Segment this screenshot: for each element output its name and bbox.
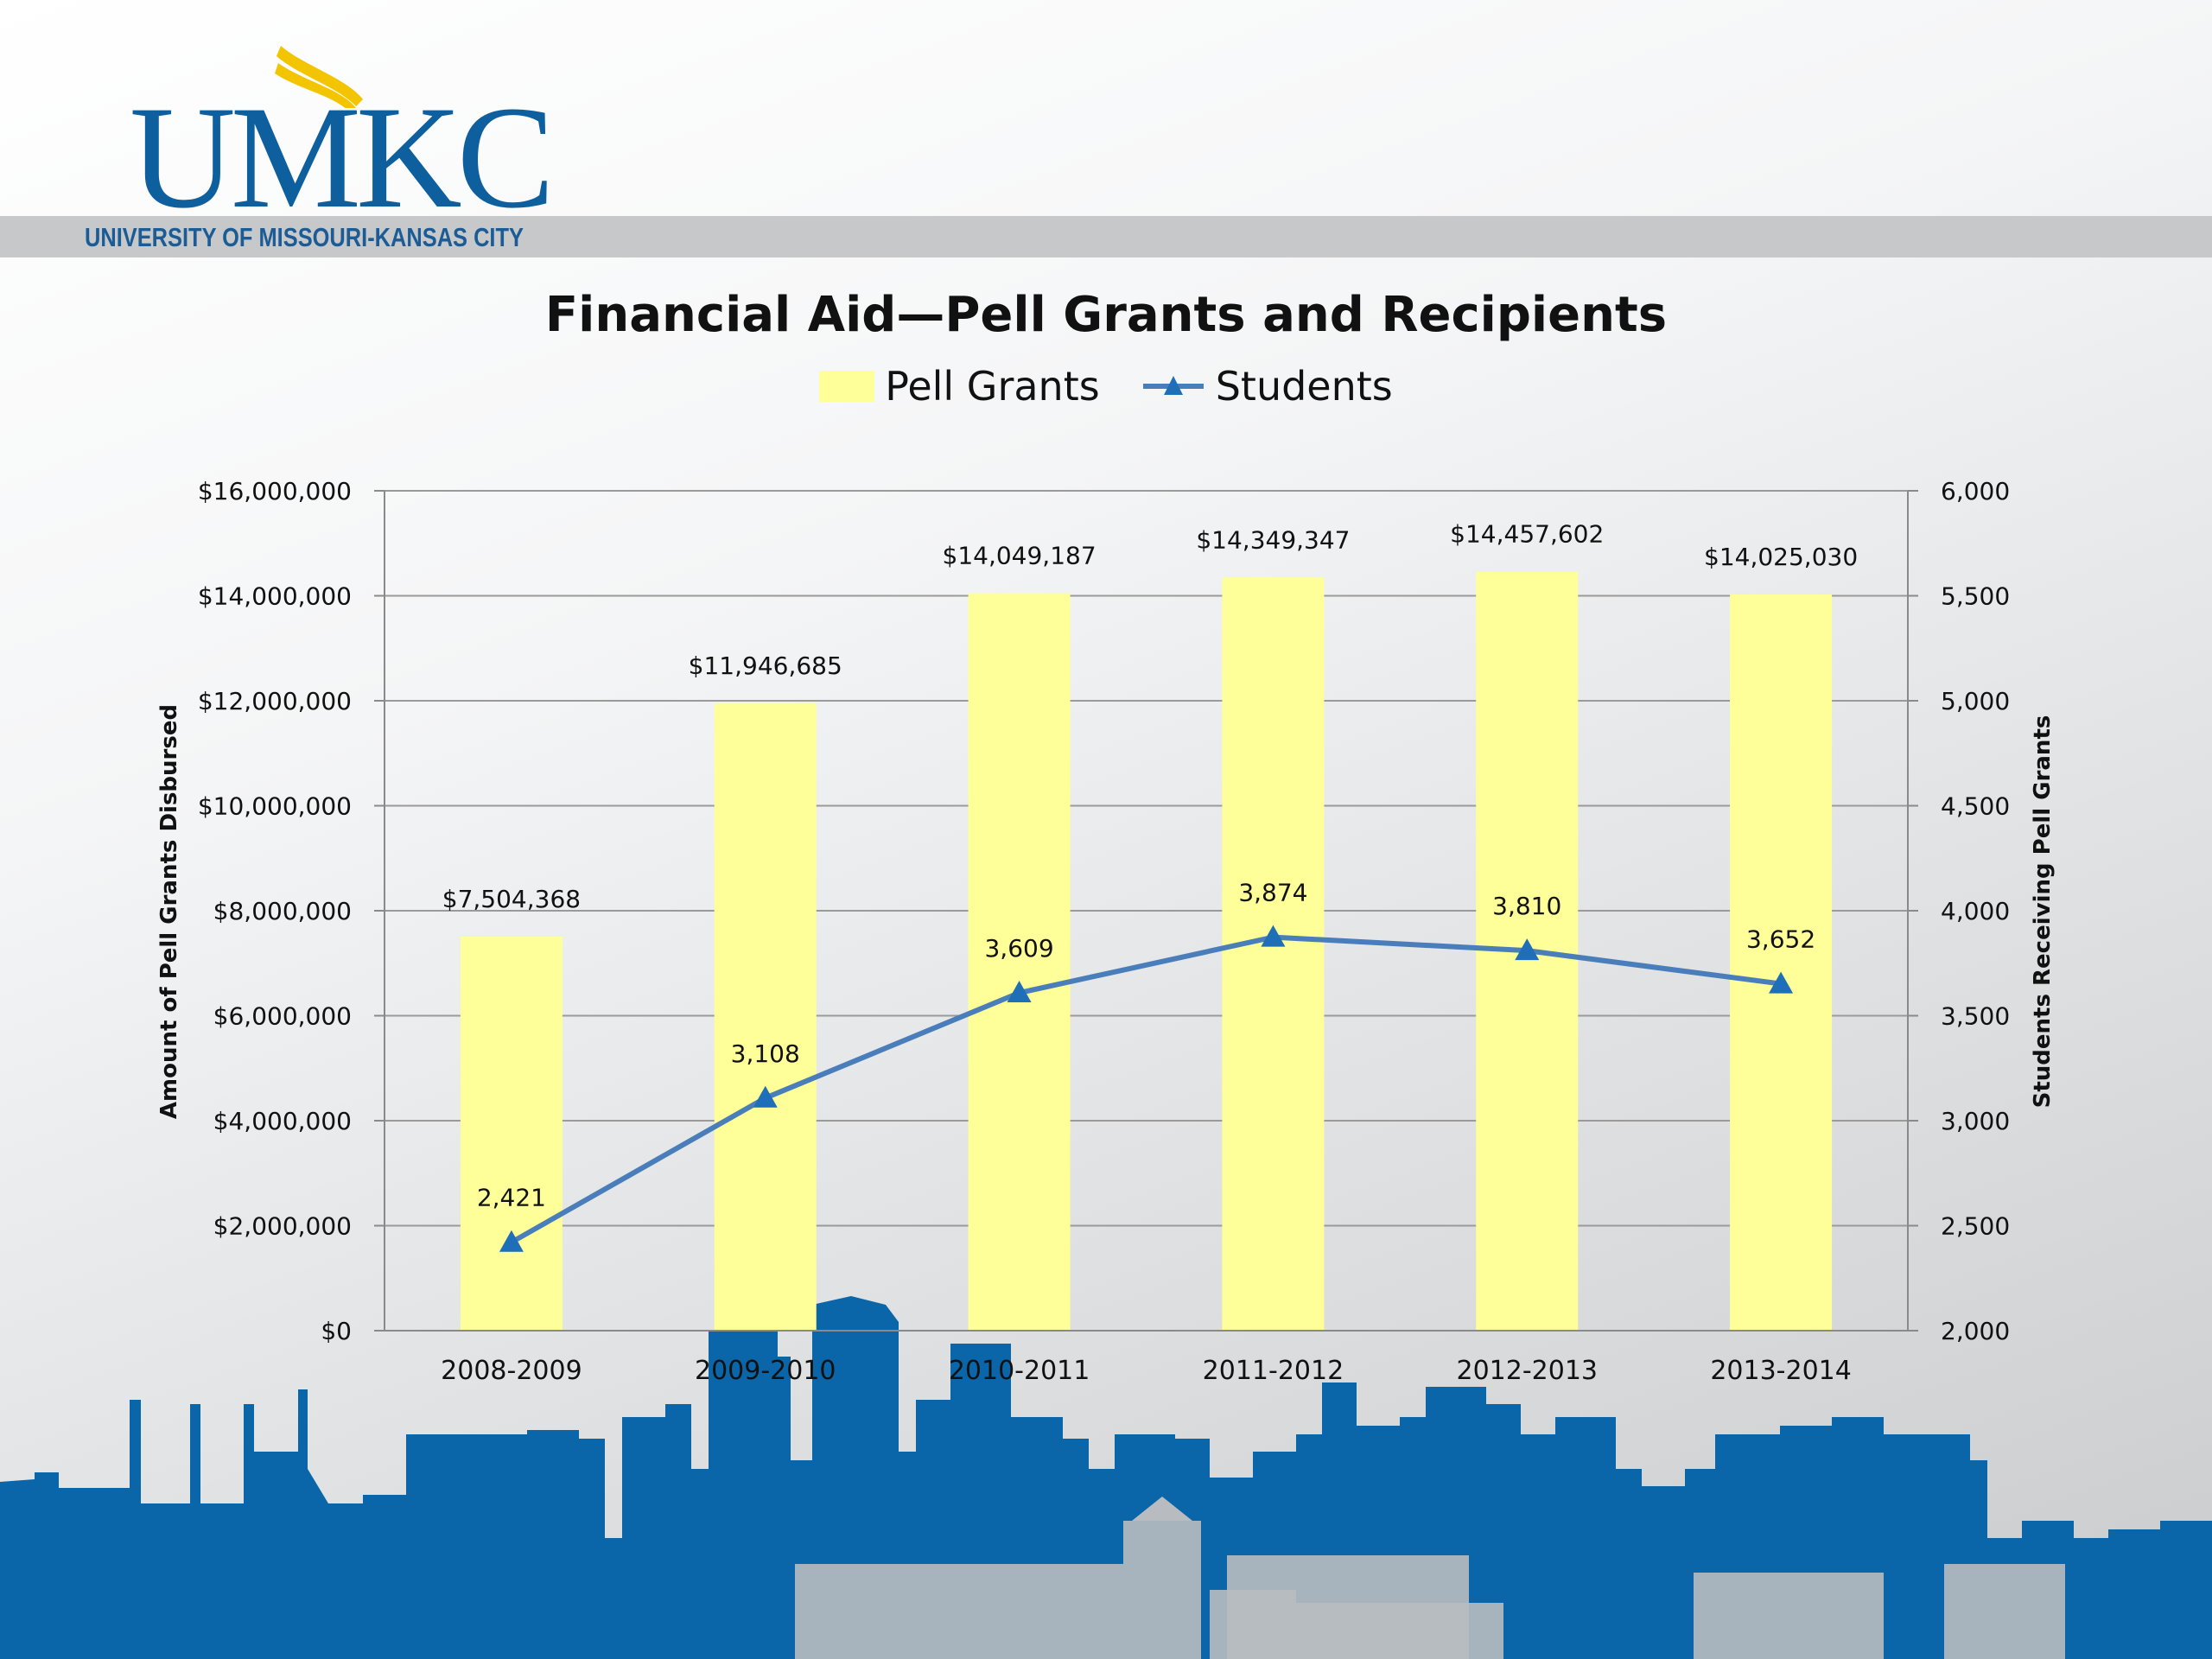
right-axis-ticks: 2,000 2,500 3,000 3,500 4,000 4,500 5,000 5,500… xyxy=(1941,477,2010,1345)
left-tick-label: $2,000,000 xyxy=(213,1212,352,1241)
y-axis-label: Amount of Pell Grants Disbursed xyxy=(156,704,182,1119)
logo-wordmark: UMKC xyxy=(130,76,555,238)
legend-label-pell-grants: Pell Grants xyxy=(885,363,1100,410)
line-data-label: 3,609 xyxy=(984,934,1053,963)
university-name: UNIVERSITY OF MISSOURI-KANSAS CITY xyxy=(85,222,524,252)
line-data-label: 3,874 xyxy=(1238,879,1307,907)
students-marker xyxy=(1261,925,1286,947)
bar-data-label: $14,349,347 xyxy=(1196,525,1350,554)
chart-legend: Pell Grants Students xyxy=(0,363,2212,410)
x-tick-label: 2010-2011 xyxy=(949,1356,1090,1386)
right-tick-label: 2,500 xyxy=(1941,1212,2010,1241)
bar-data-labels: $7,504,368 $11,946,685 $14,049,187 $14,349,… xyxy=(442,520,1858,913)
x-tick-label: 2012-2013 xyxy=(1456,1356,1598,1386)
legend-swatch-line xyxy=(1142,376,1204,395)
line-data-label: 3,810 xyxy=(1492,892,1561,920)
flame-icon xyxy=(275,46,363,108)
left-tick-label: $16,000,000 xyxy=(198,477,352,505)
students-line xyxy=(510,934,1782,1245)
line-data-labels: 2,421 3,108 3,609 3,874 3,810 3,652 xyxy=(477,879,1815,1212)
bar-series xyxy=(460,571,1833,1331)
skyline-silhouette xyxy=(0,1296,2212,1659)
legend-item-pell-grants: Pell Grants xyxy=(819,363,1100,410)
left-tick-label: $4,000,000 xyxy=(213,1107,352,1135)
legend-swatch-bar xyxy=(819,371,875,402)
students-marker xyxy=(499,1230,524,1252)
bar-pell-grants xyxy=(1730,594,1833,1331)
left-tick-label: $14,000,000 xyxy=(198,582,352,611)
gridlines xyxy=(374,490,1918,1332)
bar-data-label: $14,025,030 xyxy=(1704,543,1858,571)
line-data-label: 3,108 xyxy=(731,1039,800,1068)
bar-pell-grants xyxy=(460,937,563,1331)
x-tick-label: 2013-2014 xyxy=(1710,1356,1852,1386)
line-data-label: 2,421 xyxy=(477,1184,546,1212)
right-tick-label: 5,000 xyxy=(1941,687,2010,715)
x-tick-label: 2008-2009 xyxy=(441,1356,582,1386)
students-marker xyxy=(1007,981,1032,1003)
line-series xyxy=(499,925,1794,1252)
right-tick-label: 4,000 xyxy=(1941,897,2010,925)
students-marker xyxy=(1769,971,1794,994)
chart-title: Financial Aid—Pell Grants and Recipients xyxy=(544,287,1668,343)
bar-data-label: $11,946,685 xyxy=(689,652,842,680)
right-tick-label: 2,000 xyxy=(1941,1317,2010,1345)
umkc-logo: UMKC xyxy=(130,39,555,231)
left-axis-ticks: $0 $2,000,000 $4,000,000 $6,000,000 $8,000,0… xyxy=(198,477,352,1345)
legend-label-students: Students xyxy=(1215,363,1393,410)
right-tick-label: 4,500 xyxy=(1941,792,2010,821)
right-tick-label: 6,000 xyxy=(1941,477,2010,505)
right-tick-label: 5,500 xyxy=(1941,582,2010,611)
right-tick-label: 3,500 xyxy=(1941,1002,2010,1031)
left-tick-label: $10,000,000 xyxy=(198,792,352,821)
y2-axis-label: Students Receiving Pell Grants xyxy=(2030,715,2056,1109)
line-data-label: 3,652 xyxy=(1746,925,1815,954)
legend-item-students: Students xyxy=(1141,363,1393,410)
right-tick-label: 3,000 xyxy=(1941,1107,2010,1135)
x-tick-label: 2009-2010 xyxy=(695,1356,836,1386)
left-tick-label: $0 xyxy=(321,1317,352,1345)
students-marker xyxy=(1515,938,1540,961)
left-tick-label: $12,000,000 xyxy=(198,687,352,715)
x-axis-ticks: 2008-2009 2009-2010 2010-2011 2011-2012 2012… xyxy=(441,1356,1852,1386)
students-marker xyxy=(753,1085,778,1108)
bar-pell-grants xyxy=(968,593,1071,1331)
university-banner: UNIVERSITY OF MISSOURI-KANSAS CITY xyxy=(0,216,2212,257)
x-tick-label: 2011-2012 xyxy=(1203,1356,1344,1386)
bar-data-label: $14,049,187 xyxy=(943,542,1096,570)
bar-data-label: $14,457,602 xyxy=(1450,520,1604,549)
left-tick-label: $6,000,000 xyxy=(213,1002,352,1031)
bar-pell-grants xyxy=(1222,577,1325,1331)
axes xyxy=(384,491,1909,1332)
bar-pell-grants xyxy=(714,703,817,1331)
campus-buildings-illustration xyxy=(795,1497,2065,1659)
left-tick-label: $8,000,000 xyxy=(213,897,352,925)
bar-data-label: $7,504,368 xyxy=(442,885,581,913)
